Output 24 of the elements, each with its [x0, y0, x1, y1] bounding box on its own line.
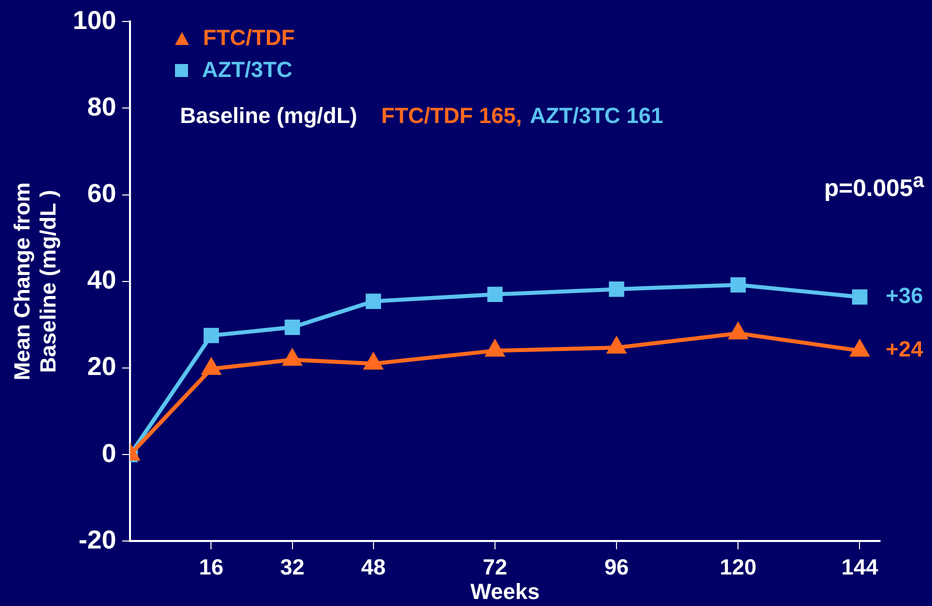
x-tick-label: 144	[841, 554, 879, 580]
x-tick-label: 16	[199, 554, 224, 580]
y-tick-label: 20	[87, 351, 116, 382]
x-tick-label: 96	[604, 554, 629, 580]
annotation: FTC/TDF 165,	[381, 103, 522, 128]
x-tick-label: 120	[720, 554, 756, 580]
annotation: +24	[886, 336, 924, 362]
y-tick-label: 60	[87, 178, 116, 208]
x-tick-label: 32	[280, 554, 305, 580]
y-tick-label: 80	[87, 91, 116, 122]
annotation: +36	[886, 283, 924, 308]
y-tick-label: 100	[72, 4, 116, 35]
legend-label: FTC/TDF	[203, 25, 295, 51]
y-tick-label: -20	[78, 524, 116, 554]
x-tick-label: 48	[361, 554, 386, 580]
annotation: Baseline (mg/dL)	[180, 103, 358, 128]
y-tick-label: 40	[87, 264, 116, 295]
y-tick-label: 0	[102, 438, 116, 468]
annotation: p=0.005$^{a}$	[824, 170, 924, 203]
annotation: AZT/3TC 161	[530, 103, 664, 128]
legend-label: AZT/3TC	[202, 57, 292, 83]
y-axis-title: Mean Change from Baseline (mg/dL )	[9, 182, 61, 380]
x-tick-label: 72	[482, 554, 508, 580]
x-axis-title: Weeks	[470, 578, 540, 604]
